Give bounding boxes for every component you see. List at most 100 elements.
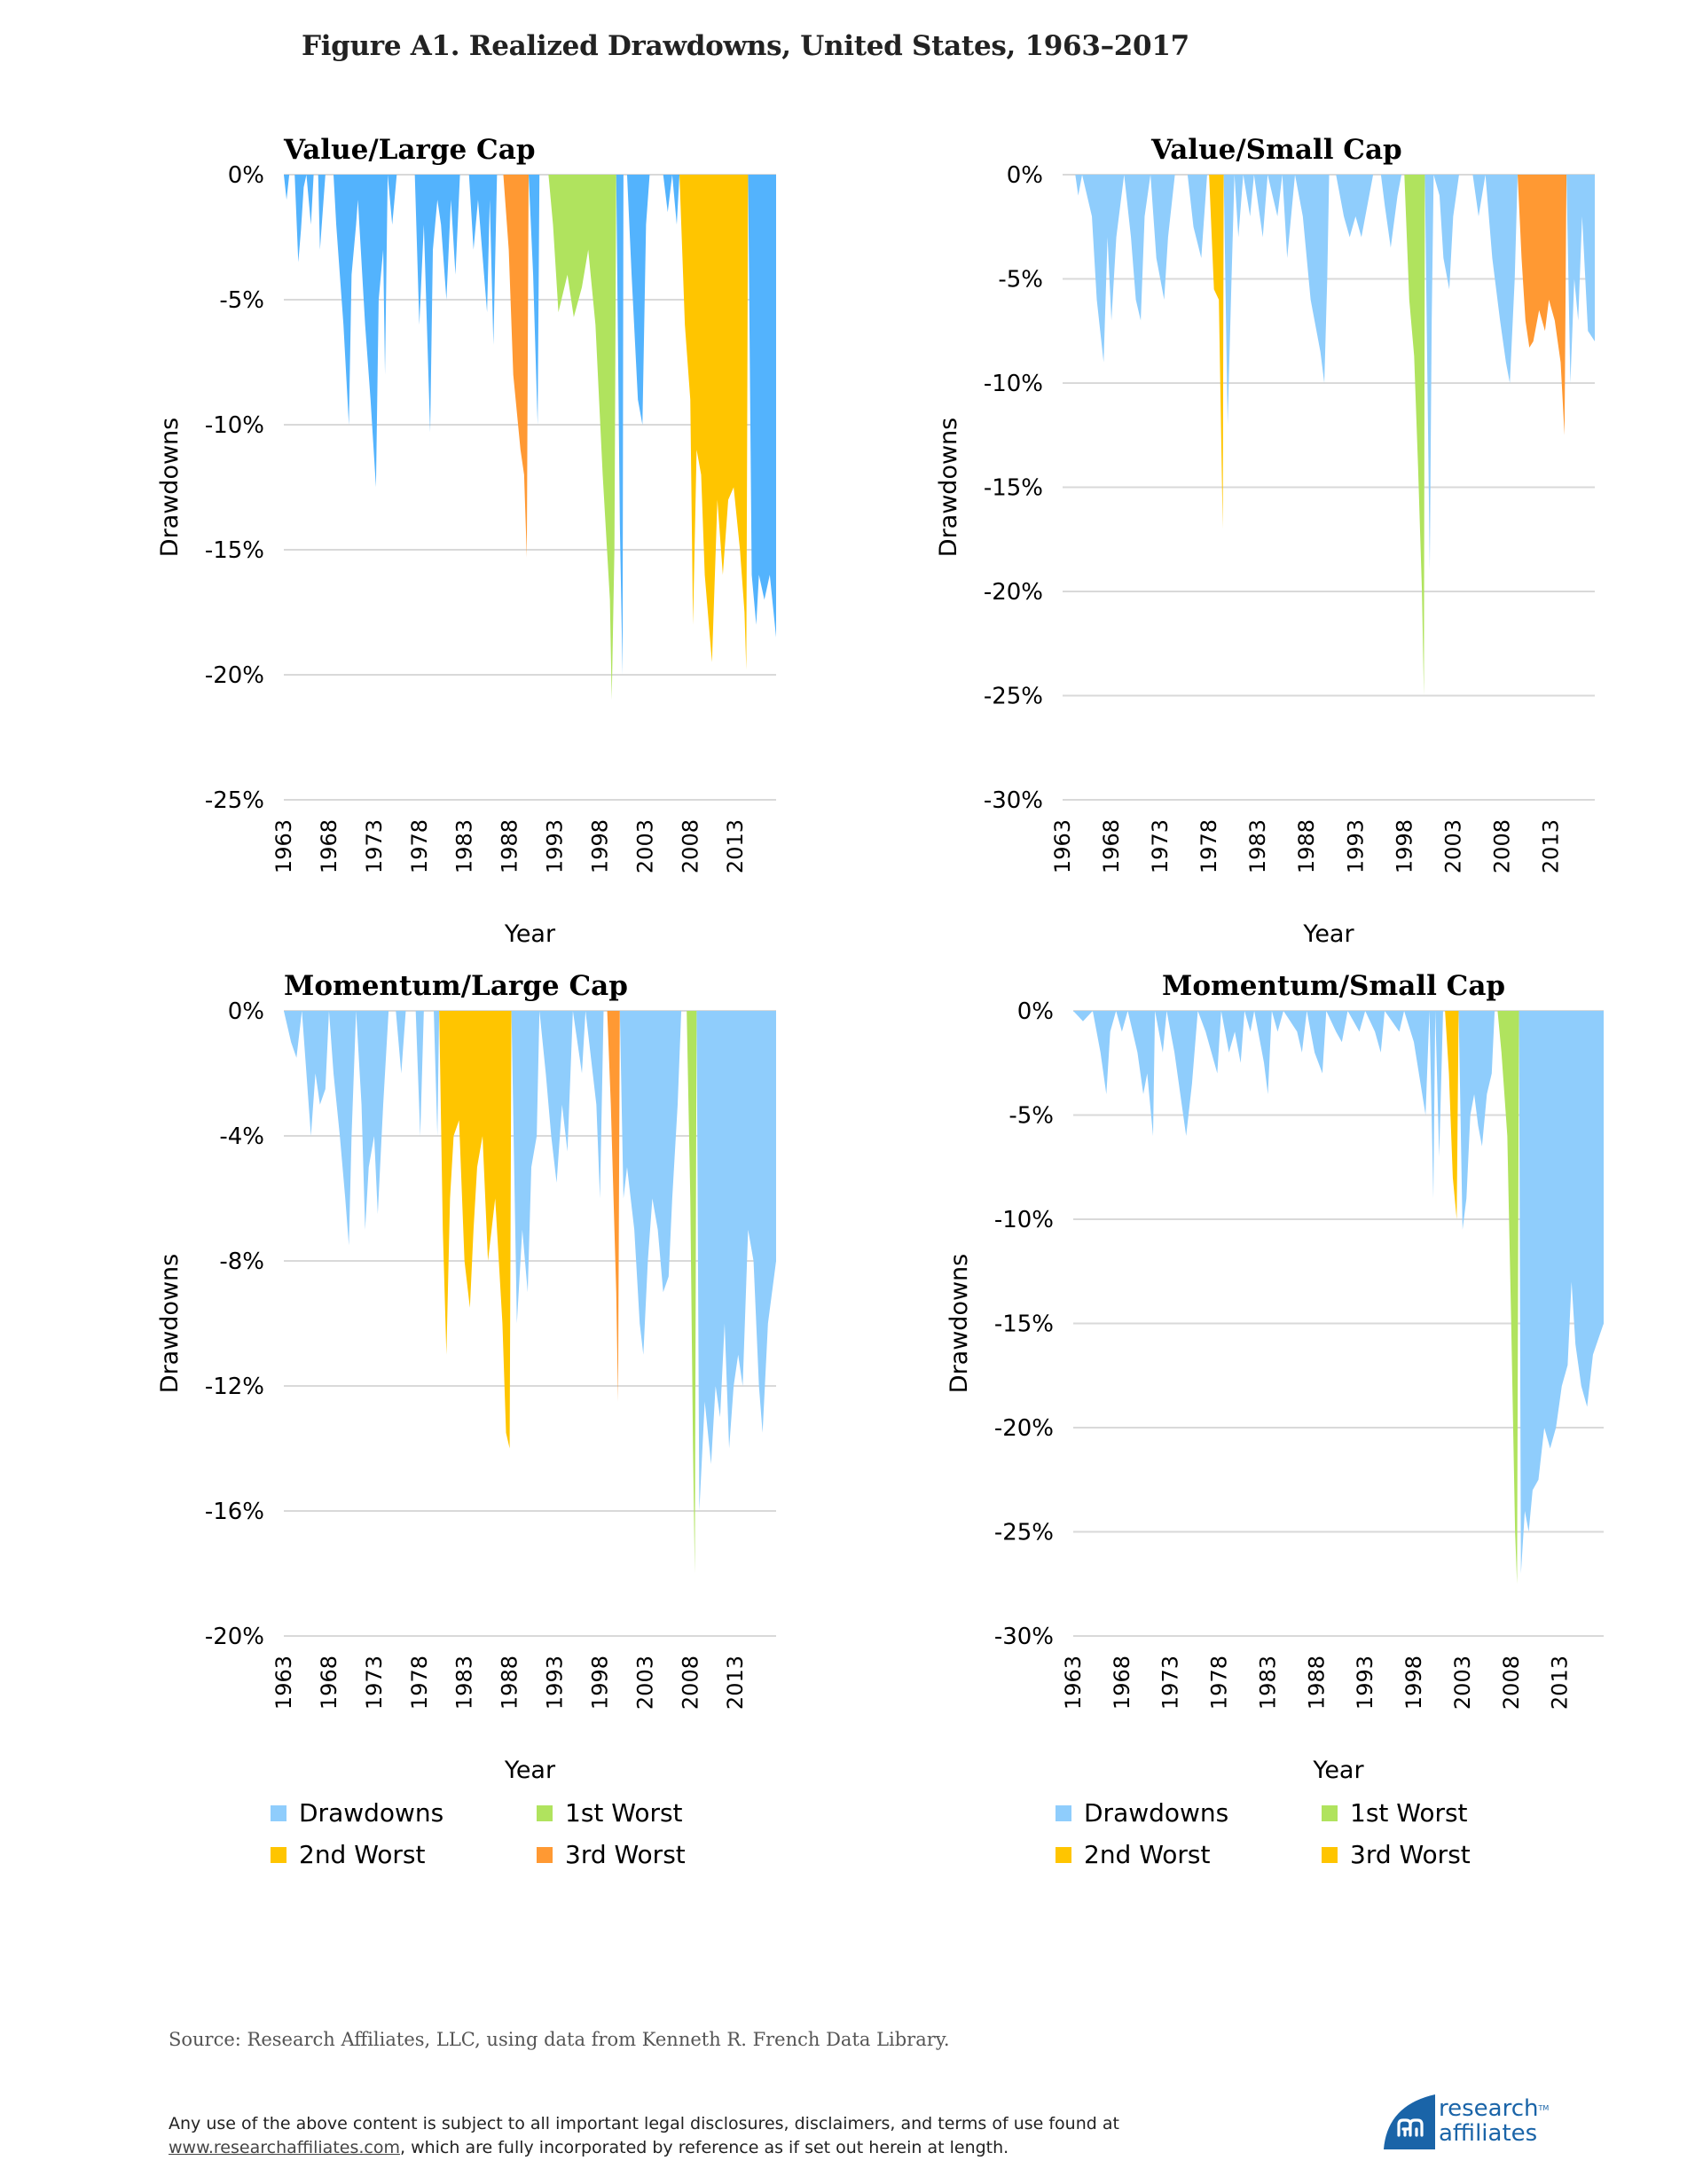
x-tick-label: 2008 (1499, 1656, 1524, 1710)
area-drawdowns (511, 1011, 608, 1324)
y-tick-label: -5% (1008, 1103, 1054, 1130)
x-tick-label: 1983 (1255, 1656, 1280, 1710)
x-tick-label: 1963 (271, 1656, 296, 1710)
area-drawdowns (284, 175, 504, 488)
x-tick-label: 1993 (543, 819, 568, 873)
y-tick-label: -20% (205, 662, 264, 689)
x-axis-label: Year (504, 1757, 556, 1784)
logo-word-affiliates: affiliates (1439, 2120, 1538, 2147)
research-affiliates-logo: researchTM affiliates (1384, 2094, 1579, 2157)
area-drawdowns (1223, 175, 1405, 425)
y-tick-label: -30% (994, 1624, 1054, 1650)
x-tick-label: 1983 (452, 1656, 477, 1710)
y-tick-label: -20% (994, 1415, 1054, 1442)
x-tick-label: 2013 (1548, 1656, 1573, 1710)
area-drawdowns (1566, 175, 1595, 383)
legend-momentum-large-cap: Drawdowns 1st Worst 2nd Worst 3rd Worst (271, 1798, 732, 1869)
y-axis-label: Drawdowns (935, 418, 962, 557)
area-drawdowns (284, 1011, 440, 1246)
y-tick-label: -10% (984, 371, 1043, 397)
y-tick-label: -15% (994, 1311, 1054, 1338)
y-tick-label: 0% (228, 162, 264, 189)
chart-value-large-cap: Value/Large Cap 0% -5% -10% -15% -20% -25% 1963… (133, 115, 807, 948)
legend-swatch (537, 1804, 553, 1821)
legend-label: 1st Worst (1350, 1798, 1468, 1828)
chart-title: Momentum/Small Cap (1162, 970, 1505, 1002)
x-tick-label: 1973 (362, 1656, 387, 1710)
x-axis-label: Year (504, 920, 556, 948)
area-drawdowns (1458, 1011, 1498, 1230)
legend-item: 3rd Worst (537, 1840, 732, 1869)
area-drawdowns (1063, 175, 1210, 363)
area-drawdowns (619, 1011, 687, 1355)
x-tick-label: 1963 (271, 819, 296, 873)
y-axis-label: Drawdowns (156, 418, 184, 557)
legend-swatch (1056, 1804, 1071, 1821)
x-tick-label: 1978 (1197, 819, 1221, 873)
x-tick-label: 1968 (1110, 1656, 1134, 1710)
y-tick-label: -10% (994, 1207, 1054, 1233)
trademark: TM (1538, 2104, 1550, 2112)
x-tick-label: 1993 (1343, 819, 1368, 873)
x-tick-label: 1988 (498, 1656, 522, 1710)
x-tick-label: 2013 (723, 819, 748, 873)
logo-mark-icon (1384, 2094, 1435, 2149)
legend-swatch (271, 1846, 286, 1863)
y-tick-label: -4% (219, 1123, 264, 1150)
area-1st-worst (1404, 175, 1425, 696)
x-tick-label: 1988 (1304, 1656, 1329, 1710)
area-2nd-worst (1445, 1011, 1459, 1219)
legend-swatch (1322, 1846, 1338, 1863)
x-tick-label: 2008 (678, 1656, 702, 1710)
y-tick-label: -25% (984, 684, 1043, 710)
legend-label: 2nd Worst (299, 1840, 426, 1869)
area-3rd-worst (607, 1011, 620, 1402)
area-drawdowns (528, 175, 549, 425)
area-drawdowns (1073, 1011, 1446, 1199)
y-tick-label: -15% (984, 475, 1043, 502)
area-1st-worst (1497, 1011, 1519, 1585)
chart-svg: Momentum/Small Cap 0% -5% -10% -15% -20% -25% -… (946, 970, 1604, 1784)
y-tick-label: 0% (1007, 162, 1043, 189)
legend-item: 1st Worst (537, 1798, 732, 1828)
chart-title: Value/Large Cap (283, 134, 536, 166)
legend-label: 1st Worst (565, 1798, 683, 1828)
chart-momentum-large-cap: Momentum/Large Cap 0% -4% -8% -12% -16% -20% 19… (133, 958, 807, 1784)
figure-title: Figure A1. Realized Drawdowns, United St… (302, 30, 1189, 62)
area-drawdowns (696, 1011, 776, 1511)
legend-swatch (1056, 1846, 1071, 1863)
x-tick-label: 1978 (407, 1656, 432, 1710)
area-3rd-worst (503, 175, 529, 558)
y-tick-label: -15% (205, 537, 264, 564)
chart-title: Momentum/Large Cap (284, 970, 628, 1002)
website-link[interactable]: www.researchaffiliates.com (169, 2138, 400, 2157)
logo-wordmark: researchTM affiliates (1439, 2096, 1549, 2146)
y-tick-label: -20% (205, 1624, 264, 1650)
x-tick-label: 1978 (407, 819, 432, 873)
y-tick-label: -20% (984, 579, 1043, 606)
chart-svg: Momentum/Large Cap 0% -4% -8% -12% -16% -20% 19… (156, 970, 776, 1784)
legend-label: Drawdowns (1084, 1798, 1229, 1828)
legend-momentum-small-cap: Drawdowns 1st Worst 2nd Worst 3rd Worst (1056, 1798, 1517, 1869)
x-tick-label: 1998 (587, 1656, 612, 1710)
y-tick-label: -8% (219, 1249, 264, 1275)
legend-swatch (537, 1846, 553, 1863)
legend-item: 3rd Worst (1322, 1840, 1517, 1869)
disclaimer: Any use of the above content is subject … (169, 2112, 1233, 2160)
area-2nd-worst (1209, 175, 1224, 529)
y-tick-label: -25% (205, 787, 264, 814)
x-tick-label: 1968 (1099, 819, 1124, 873)
chart-svg: Value/Large Cap 0% -5% -10% -15% -20% -25% 1963… (156, 134, 776, 948)
x-tick-label: 2013 (723, 1656, 748, 1710)
y-tick-label: -5% (998, 267, 1043, 294)
x-tick-label: 1978 (1207, 1656, 1232, 1710)
y-axis-label: Drawdowns (156, 1254, 184, 1393)
area-drawdowns (1424, 175, 1519, 571)
legend-label: 2nd Worst (1084, 1840, 1211, 1869)
x-axis-label: Year (1312, 1757, 1364, 1784)
disclaimer-text: Any use of the above content is subject … (169, 2114, 1119, 2133)
x-tick-label: 2008 (1489, 819, 1514, 873)
x-tick-label: 1968 (317, 1656, 341, 1710)
y-tick-label: -30% (984, 787, 1043, 814)
legend-item: 2nd Worst (271, 1840, 537, 1869)
